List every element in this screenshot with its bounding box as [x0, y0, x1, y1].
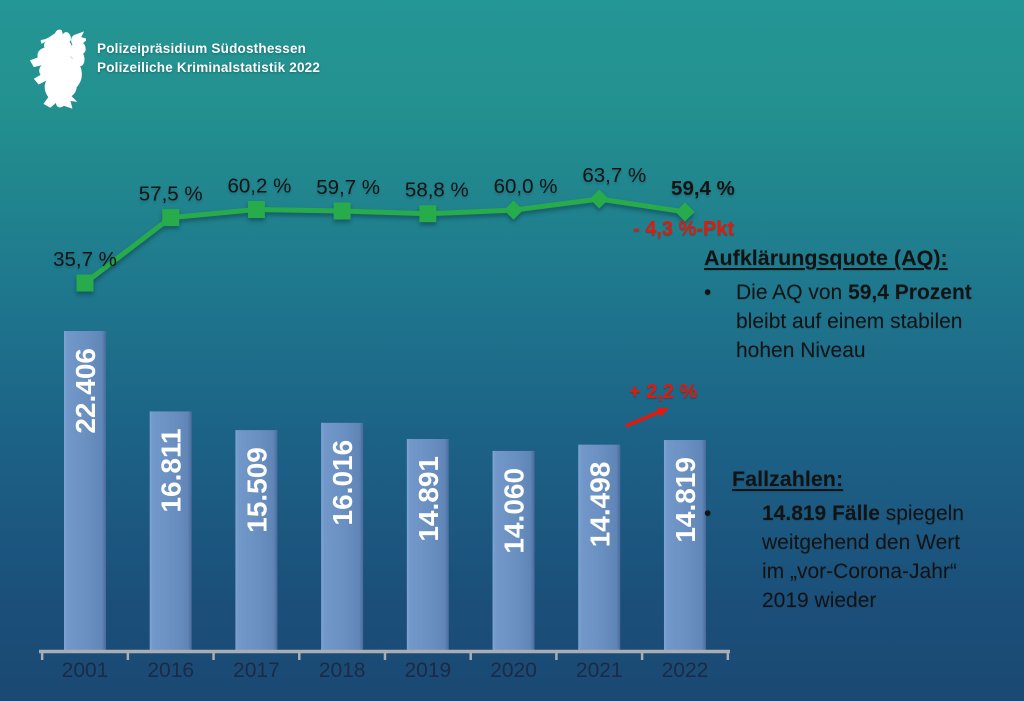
case-bar — [235, 430, 278, 653]
cases-heading: Fallzahlen: — [732, 467, 844, 491]
org-name: Polizeipräsidium Südosthessen — [97, 41, 307, 56]
case-bar-label: 16.016 — [327, 440, 358, 526]
case-bar-label: 16.811 — [156, 428, 187, 512]
clearance-rate-label: 58,8 % — [405, 179, 469, 202]
clearance-rate-label: 60,0 % — [494, 175, 558, 198]
diamond-marker-icon — [503, 200, 524, 220]
point-labels-group: 35,7 % 57,5 % 60,2 % 59,7 % 58,8 % 60,0 % 63,7… — [53, 164, 735, 271]
case-bar-label: 15.509 — [241, 447, 272, 533]
case-bar-label: 22.406 — [70, 348, 101, 434]
case-bar-label: 14.819 — [670, 457, 701, 543]
clearance-rate-label: 63,7 % — [582, 164, 646, 187]
year-label: 2021 — [576, 659, 623, 682]
square-marker-icon — [162, 209, 180, 227]
case-bar — [149, 411, 192, 653]
hessen-lion-logo — [29, 29, 86, 109]
case-bars-group: 22.406 16.811 15.509 16.016 14.891 14.060 14.4… — [64, 331, 706, 653]
year-label: 2018 — [319, 659, 366, 682]
case-bar — [492, 450, 535, 653]
case-bar — [64, 331, 106, 653]
aq-bullet-text: Die AQ von 59,4 Prozent bleibt auf einem… — [736, 281, 972, 362]
report-title: Polizeiliche Kriminalstatistik 2022 — [97, 59, 321, 75]
square-marker-icon — [419, 205, 437, 223]
year-label: 2017 — [233, 659, 280, 682]
square-marker-icon — [76, 274, 94, 292]
square-marker-icon — [333, 202, 351, 220]
clearance-rate-label: 59,4 % — [671, 177, 735, 200]
aq-change-annotation: - 4,3 %-Pkt — [633, 218, 735, 240]
bullet-icon: • — [704, 502, 712, 525]
case-bar — [321, 422, 364, 653]
bullet-icon: • — [704, 281, 712, 304]
case-bar — [578, 444, 621, 653]
year-label: 2019 — [404, 659, 451, 682]
trend-arrow — [625, 407, 669, 428]
case-bar-label: 14.891 — [413, 456, 444, 542]
aq-text-block: Aufklärungsquote (AQ): • Die AQ von 59,4… — [704, 246, 1014, 365]
cases-text-block: Fallzahlen: • 14.819 Fälle spiegeln weit… — [704, 467, 1016, 615]
slide-header: Polizeipräsidium Südosthessen Polizeilic… — [97, 40, 320, 77]
square-marker-icon — [247, 201, 265, 218]
case-bar — [663, 440, 706, 653]
clearance-rate-label: 35,7 % — [53, 248, 117, 271]
clearance-rate-label: 59,7 % — [316, 176, 380, 199]
aq-heading: Aufklärungsquote (AQ): — [704, 246, 948, 270]
year-label: 2016 — [147, 659, 194, 682]
case-bar-label: 14.060 — [499, 468, 530, 554]
clearance-rate-label: 60,2 % — [228, 175, 292, 198]
cases-bullet-text: 14.819 Fälle spiegeln weitgehend den Wer… — [762, 502, 964, 612]
year-label: 2020 — [490, 659, 537, 682]
cases-change-annotation: + 2,2 % — [629, 381, 698, 403]
case-bar — [406, 438, 449, 653]
trend-arrow-line — [625, 410, 660, 428]
year-label: 2022 — [662, 659, 709, 682]
diamond-marker-icon — [589, 189, 609, 209]
x-axis — [39, 649, 730, 660]
clearance-line — [82, 196, 688, 286]
clearance-rate-label: 57,5 % — [139, 183, 203, 206]
year-labels-group: 2001 2016 2017 2018 2019 2020 2021 2022 — [62, 659, 709, 682]
trend-arrow-head — [656, 407, 669, 417]
year-label: 2001 — [62, 659, 109, 682]
case-bar-label: 14.498 — [584, 462, 615, 548]
